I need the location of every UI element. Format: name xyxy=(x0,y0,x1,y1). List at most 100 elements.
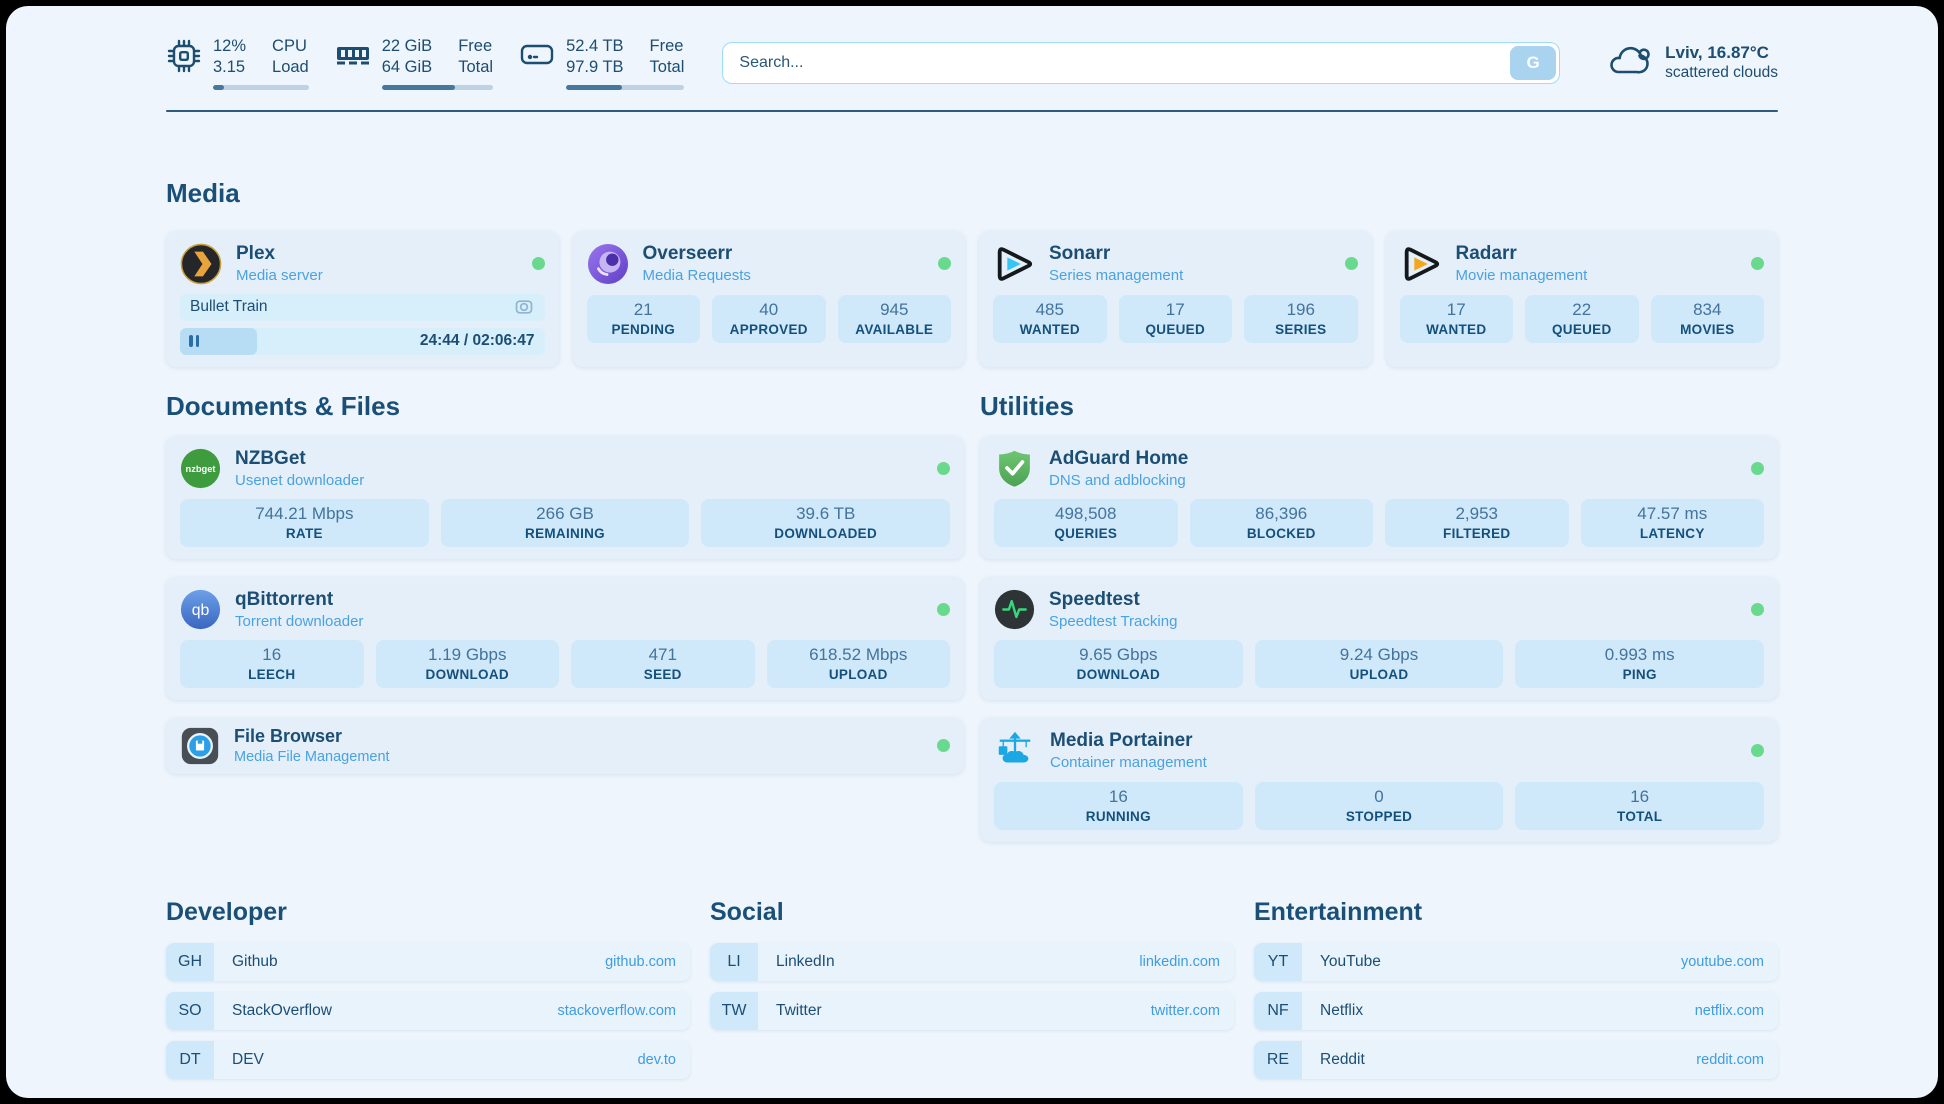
stat-label: STOPPED xyxy=(1345,808,1413,824)
stat-value: 618.52 Mbps xyxy=(809,644,908,664)
bookmark-url: reddit.com xyxy=(1696,1051,1764,1068)
bookmark-url: netflix.com xyxy=(1694,1002,1764,1019)
bookmark-name: Netflix xyxy=(1320,1001,1364,1019)
memory-progress-bar xyxy=(381,84,494,90)
card-sonarr[interactable]: Sonarr Series management 485 WANTED 17 Q… xyxy=(979,230,1372,367)
section-title-social: Social xyxy=(710,897,784,926)
bookmark-row-stackoverflow[interactable]: SO StackOverflow stackoverflow.com xyxy=(166,991,690,1030)
stat-box: 0.993 ms PING xyxy=(1515,639,1765,688)
stat-label: QUERIES xyxy=(1054,525,1118,541)
search-input[interactable] xyxy=(722,41,1561,84)
status-dot xyxy=(1751,602,1764,616)
card-plex[interactable]: Plex Media server Bullet Train 24 xyxy=(166,230,559,367)
bookmark-name: Github xyxy=(232,952,278,970)
bookmark-row-youtube[interactable]: YT YouTube youtube.com xyxy=(1254,942,1778,981)
service-subtitle: Media server xyxy=(236,267,323,285)
bookmark-row-twitter[interactable]: TW Twitter twitter.com xyxy=(710,991,1234,1030)
bookmarks-section: Developer GH Github github.com SO StackO… xyxy=(166,898,1778,1090)
status-dot xyxy=(937,602,950,616)
stat-box: 485 WANTED xyxy=(993,294,1107,343)
bookmark-abbr: NF xyxy=(1254,991,1302,1030)
service-name: Sonarr xyxy=(1049,243,1111,265)
service-subtitle: Speedtest Tracking xyxy=(1049,612,1178,630)
stat-value: 498,508 xyxy=(1055,503,1117,523)
stat-label: DOWNLOAD xyxy=(1076,666,1161,682)
disk-free-value: 52.4 TB xyxy=(566,37,624,55)
qbittorrent-icon: qb xyxy=(180,589,221,630)
stat-value: 9.24 Gbps xyxy=(1339,644,1419,664)
svg-text:qb: qb xyxy=(192,602,210,619)
stat-value: 17 xyxy=(1165,299,1185,319)
card-nzbget[interactable]: nzbget NZBGet Usenet downloader 744.21 M… xyxy=(166,435,964,559)
service-name: Media Portainer xyxy=(1050,730,1193,752)
search-engine-button[interactable]: G xyxy=(1510,45,1557,80)
stat-box: 744.21 Mbps RATE xyxy=(180,498,429,547)
stat-label: DOWNLOADED xyxy=(774,525,878,541)
card-adguard[interactable]: AdGuard Home DNS and adblocking 498,508 … xyxy=(980,435,1778,559)
cpu-icon xyxy=(166,38,202,79)
stat-label: PING xyxy=(1622,666,1657,682)
bookmark-name: YouTube xyxy=(1320,952,1381,970)
stat-box: 196 SERIES xyxy=(1244,294,1358,343)
stat-label: UPLOAD xyxy=(1349,666,1409,682)
stat-label: FILTERED xyxy=(1443,525,1511,541)
stat-value: 834 xyxy=(1693,299,1722,319)
plex-icon xyxy=(180,243,222,285)
radarr-icon xyxy=(1400,243,1442,285)
bookmark-group-developer: Developer GH Github github.com SO StackO… xyxy=(166,898,690,1090)
stat-box: 86,396 BLOCKED xyxy=(1189,498,1373,547)
stat-label: AVAILABLE xyxy=(855,321,934,337)
disk-free-label: Free xyxy=(649,37,684,55)
stat-value: 485 xyxy=(1035,299,1064,319)
bookmark-name: StackOverflow xyxy=(232,1001,332,1019)
stat-value: 16 xyxy=(1108,786,1128,806)
stat-value: 0 xyxy=(1374,786,1384,806)
media-cards-row: Plex Media server Bullet Train 24 xyxy=(166,230,1778,367)
cpu-load-value: 3.15 xyxy=(213,58,246,77)
bookmark-name: LinkedIn xyxy=(776,952,835,970)
bookmark-abbr: TW xyxy=(710,991,758,1030)
card-overseerr[interactable]: Overseerr Media Requests 21 PENDING 40 A… xyxy=(572,230,965,367)
service-name: AdGuard Home xyxy=(1049,447,1189,469)
dashboard-page: 12% CPU 3.15 Load xyxy=(6,6,1938,1098)
stat-box: 945 AVAILABLE xyxy=(837,294,951,343)
bookmark-row-netflix[interactable]: NF Netflix netflix.com xyxy=(1254,991,1778,1030)
stat-label: QUEUED xyxy=(1551,321,1612,337)
status-dot xyxy=(1751,744,1764,758)
bookmark-row-reddit[interactable]: RE Reddit reddit.com xyxy=(1254,1040,1778,1079)
stat-value: 16 xyxy=(262,644,282,664)
stat-label: REMAINING xyxy=(525,525,605,541)
weather-summary: Lviv, 16.87°C xyxy=(1665,43,1769,63)
bookmark-group-social: Social LI LinkedIn linkedin.com TW Twitt… xyxy=(710,898,1234,1090)
card-speedtest[interactable]: Speedtest Speedtest Tracking 9.65 Gbps D… xyxy=(980,576,1778,700)
status-dot xyxy=(937,461,950,475)
stat-value: 47.57 ms xyxy=(1637,503,1708,523)
disk-total-label: Total xyxy=(649,58,685,77)
status-dot xyxy=(938,257,951,271)
stat-box: 21 PENDING xyxy=(586,294,700,343)
service-subtitle: Media Requests xyxy=(642,267,751,285)
status-dot xyxy=(937,739,950,753)
stat-value: 22 xyxy=(1572,299,1592,319)
memory-widget: 22 GiB Free 64 GiB Total xyxy=(335,36,494,90)
bookmark-row-github[interactable]: GH Github github.com xyxy=(166,942,690,981)
adguard-icon xyxy=(994,448,1035,489)
card-filebrowser[interactable]: File Browser Media File Management xyxy=(166,717,964,774)
stat-box: 1.19 Gbps DOWNLOAD xyxy=(375,639,559,688)
card-radarr[interactable]: Radarr Movie management 17 WANTED 22 QUE… xyxy=(1385,230,1778,367)
bookmark-row-linkedin[interactable]: LI LinkedIn linkedin.com xyxy=(710,942,1234,981)
service-subtitle: Usenet downloader xyxy=(235,471,365,489)
bookmark-group-entertainment: Entertainment YT YouTube youtube.com NF … xyxy=(1254,898,1778,1090)
sonarr-icon xyxy=(993,243,1035,285)
search-bar: G xyxy=(722,41,1561,84)
stat-box: 39.6 TB DOWNLOADED xyxy=(701,498,951,547)
card-qbittorrent[interactable]: qb qBittorrent Torrent downloader 16 LEE… xyxy=(166,576,964,700)
bookmark-abbr: RE xyxy=(1254,1040,1302,1079)
bookmark-row-dev[interactable]: DT DEV dev.to xyxy=(166,1040,690,1079)
card-portainer[interactable]: Media Portainer Container management 16 … xyxy=(980,717,1778,842)
stat-label: SEED xyxy=(643,666,682,682)
service-name: qBittorrent xyxy=(235,588,334,610)
utilities-column: Utilities AdGuard Home DNS and xyxy=(980,367,1778,842)
service-subtitle: Movie management xyxy=(1455,267,1588,285)
service-name: File Browser xyxy=(234,726,343,747)
